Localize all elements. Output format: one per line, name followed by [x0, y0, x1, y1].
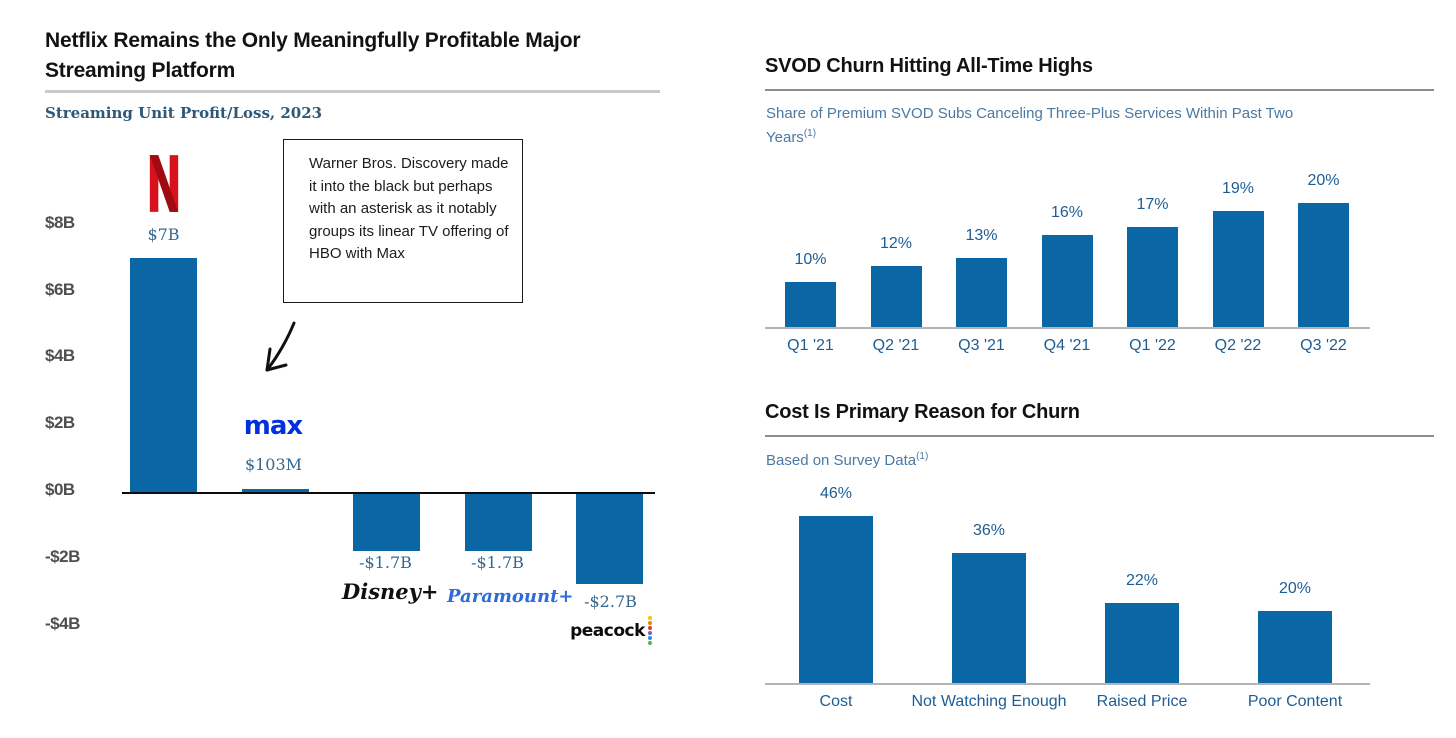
value-label-peacock: -$2.7B — [584, 592, 637, 611]
max-logo: max — [243, 411, 303, 441]
value-label-q4-21: 16% — [1050, 203, 1084, 221]
tick-q1-22: Q1 '22 — [1129, 337, 1176, 354]
reason-chart-subtitle: Based on Survey Data(1) — [766, 449, 1321, 473]
x-axis-line — [122, 492, 655, 494]
y-tick-4b: $4B — [45, 346, 75, 366]
y-tick-2b: -$2B — [45, 546, 80, 566]
value-label-q2-21: 12% — [879, 235, 913, 253]
left-chart-title: Netflix Remains the Only Meaningfully Pr… — [45, 29, 581, 82]
bar-q2-22 — [1212, 210, 1264, 327]
peacock-wordmark: peacock — [570, 620, 645, 641]
value-label-netflix: $7B — [147, 225, 180, 244]
left-chart-subtitle: Streaming Unit Profit/Loss, 2023 — [45, 104, 323, 122]
churn-chart-title: SVOD Churn Hitting All-Time Highs — [765, 55, 1093, 77]
disney-plus-logo: Disney+ — [342, 579, 439, 604]
bar-q2-21 — [870, 266, 922, 327]
value-label-q1-21: 10% — [794, 250, 827, 268]
tick-q3-21: Q3 '21 — [958, 337, 1005, 354]
bar-peacock — [576, 494, 643, 585]
bar-not-watching-enough — [952, 552, 1026, 683]
churn-chart: 10% Q1 '21 12% Q2 '21 13% Q3 '21 16% Q4 '21 17% Q… — [765, 155, 1435, 370]
churn-subtitle-text: Share of Premium SVOD Subs Canceling Thr… — [766, 105, 1294, 146]
reason-footnote-marker: (1) — [916, 451, 929, 462]
tick-q3-22: Q3 '22 — [1300, 337, 1347, 354]
tick-q4-21: Q4 '21 — [1043, 337, 1091, 354]
tick-q1-21: Q1 '21 — [787, 337, 834, 354]
value-label-not-watching-enough: 36% — [972, 521, 1006, 539]
reason-subtitle-text: Based on Survey Data — [766, 452, 917, 469]
annotation-callout: Warner Bros. Discovery made it into the … — [283, 139, 523, 303]
bar-q3-22 — [1298, 202, 1349, 327]
churn-title-divider — [765, 89, 1434, 91]
reason-chart-title: Cost Is Primary Reason for Churn — [765, 401, 1080, 423]
churn-reason-chart: 46% Cost 36% Not Watching Enough 22% Raised P… — [765, 478, 1435, 728]
reason-baseline — [765, 683, 1370, 685]
bar-cost — [799, 516, 873, 683]
peacock-logo: peacock — [565, 616, 657, 645]
churn-footnote-marker: (1) — [803, 127, 817, 139]
y-tick-6b: $6B — [45, 279, 75, 299]
churn-chart-subtitle: Share of Premium SVOD Subs Canceling Thr… — [766, 103, 1321, 149]
tick-poor-content: Poor Content — [1247, 693, 1343, 710]
tick-cost: Cost — [819, 693, 853, 710]
bar-raised-price — [1105, 603, 1179, 683]
value-label-q3-22: 20% — [1307, 171, 1340, 189]
tick-q2-22: Q2 '22 — [1214, 337, 1262, 354]
value-label-disney: -$1.7B — [359, 553, 412, 572]
y-tick-0b: $0B — [45, 480, 75, 499]
bar-disney — [353, 494, 420, 551]
value-label-max: $103M — [244, 455, 303, 474]
annotation-arrow-icon — [265, 321, 296, 372]
paramount-plus-logo: Paramount+ — [447, 586, 574, 607]
tick-q2-21: Q2 '21 — [872, 337, 920, 354]
bar-q4-21 — [1041, 234, 1093, 327]
y-tick-2b: $2B — [45, 413, 75, 433]
tick-raised-price: Raised Price — [1096, 693, 1188, 710]
bar-q1-21 — [785, 281, 836, 327]
bar-q1-22 — [1127, 226, 1178, 327]
value-label-q1-22: 17% — [1136, 195, 1169, 213]
value-label-paramount: -$1.7B — [471, 553, 524, 572]
bar-q3-21 — [956, 258, 1007, 327]
tick-not-watching-enough: Not Watching Enough — [911, 693, 1067, 710]
left-title-divider — [45, 90, 660, 93]
churn-baseline — [765, 327, 1370, 329]
value-label-cost: 46% — [819, 485, 853, 503]
netflix-n-icon — [149, 155, 179, 212]
bar-max — [241, 488, 309, 492]
bar-paramount — [464, 494, 532, 551]
bar-poor-content — [1258, 610, 1332, 683]
peacock-feather-icon — [647, 616, 652, 645]
reason-title-divider — [765, 435, 1434, 437]
value-label-q2-22: 19% — [1221, 179, 1255, 197]
bar-netflix — [130, 258, 197, 492]
profit-loss-chart: $8B $6B $4B $2B $0B -$2B -$4B $7B $103M -$1.7B… — [45, 140, 660, 680]
value-label-q3-21: 13% — [965, 227, 998, 245]
y-tick-8b: $8B — [45, 212, 75, 232]
value-label-poor-content: 20% — [1278, 579, 1312, 597]
value-label-raised-price: 22% — [1125, 572, 1159, 590]
y-tick-4b: -$4B — [45, 613, 80, 633]
